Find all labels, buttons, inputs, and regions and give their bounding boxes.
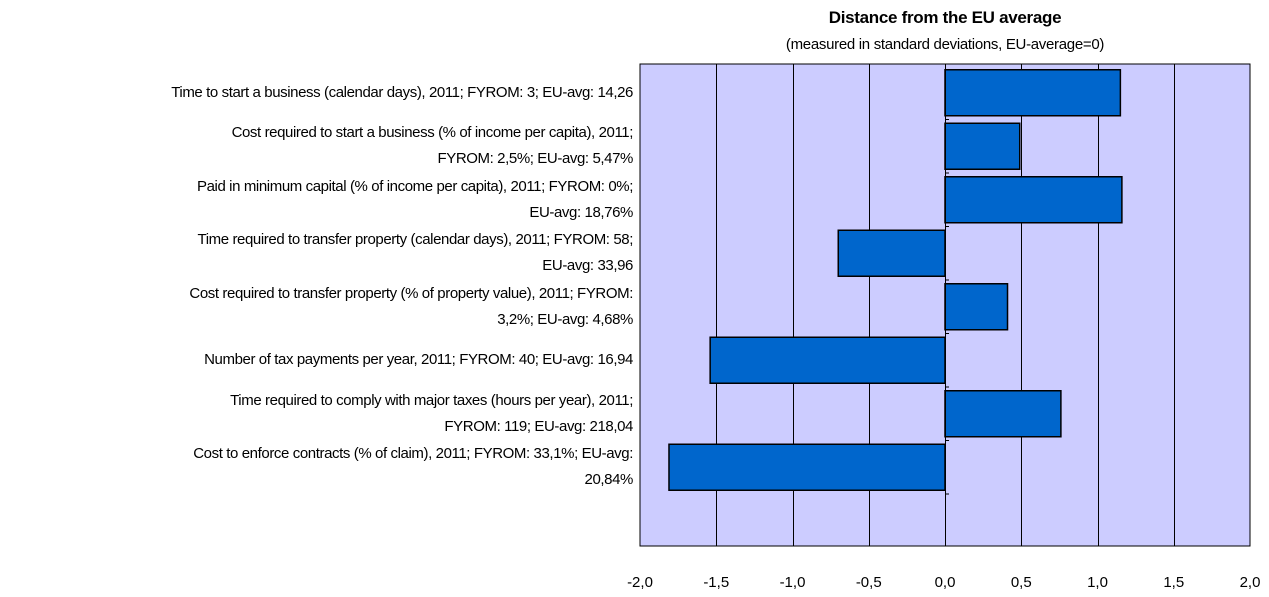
x-tick-label: -0,5 (855, 574, 882, 591)
bar (709, 336, 946, 384)
x-tick-label: 0,5 (1010, 574, 1032, 591)
x-tick-label: -1,5 (703, 574, 730, 591)
category-label: Time to start a business (calendar days)… (0, 80, 633, 106)
bar (837, 229, 946, 277)
category-label-line: Cost required to transfer property (% of… (189, 284, 633, 302)
bar (944, 176, 1123, 224)
category-label: Cost required to start a business (% of … (0, 120, 634, 172)
x-tick-label: 2,0 (1239, 574, 1261, 591)
x-tick-label: -2,0 (627, 574, 653, 591)
bar (944, 69, 1122, 117)
category-label-line: FYROM: 119; EU-avg: 218,04 (444, 417, 633, 435)
x-tick-label: -1,0 (779, 574, 806, 591)
category-label-line: EU-avg: 33,96 (542, 257, 633, 275)
category-label-line: 20,84% (584, 471, 634, 489)
chart-title: Distance from the EU average (828, 8, 1062, 27)
category-label: Paid in minimum capital (% of income per… (0, 174, 633, 226)
category-label-line: Time required to comply with major taxes… (230, 391, 633, 409)
x-tick-label: 1,5 (1163, 574, 1185, 591)
category-label-line: Time required to transfer property (cale… (197, 231, 634, 249)
bar (944, 283, 1009, 331)
x-tick-label: 1,0 (1087, 574, 1108, 591)
category-label: Time required to transfer property (cale… (0, 227, 634, 279)
bar (944, 390, 1062, 438)
chart-subtitle: (measured in standard deviations, EU-ave… (785, 36, 1105, 53)
category-label: Cost required to transfer property (% of… (0, 281, 633, 333)
category-label: Cost to enforce contracts (% of claim), … (0, 441, 633, 493)
category-label-line: 3,2%; EU-avg: 4,68% (497, 310, 633, 328)
category-label-line: Cost to enforce contracts (% of claim), … (193, 445, 633, 463)
category-label-line: Number of tax payments per year, 2011; F… (204, 351, 633, 369)
category-label-line: EU-avg: 18,76% (529, 203, 633, 221)
category-label-line: Cost required to start a business (% of … (231, 124, 634, 142)
category-label-line: Paid in minimum capital (% of income per… (196, 177, 633, 195)
category-label: Number of tax payments per year, 2011; F… (0, 347, 633, 373)
bar (944, 122, 1021, 170)
x-tick-label: 0,0 (934, 574, 956, 591)
bar (668, 443, 946, 491)
category-label-line: FYROM: 2,5%; EU-avg: 5,47% (437, 150, 633, 168)
category-label-line: Time to start a business (calendar days)… (171, 83, 633, 101)
category-label: Time required to comply with major taxes… (0, 388, 633, 440)
